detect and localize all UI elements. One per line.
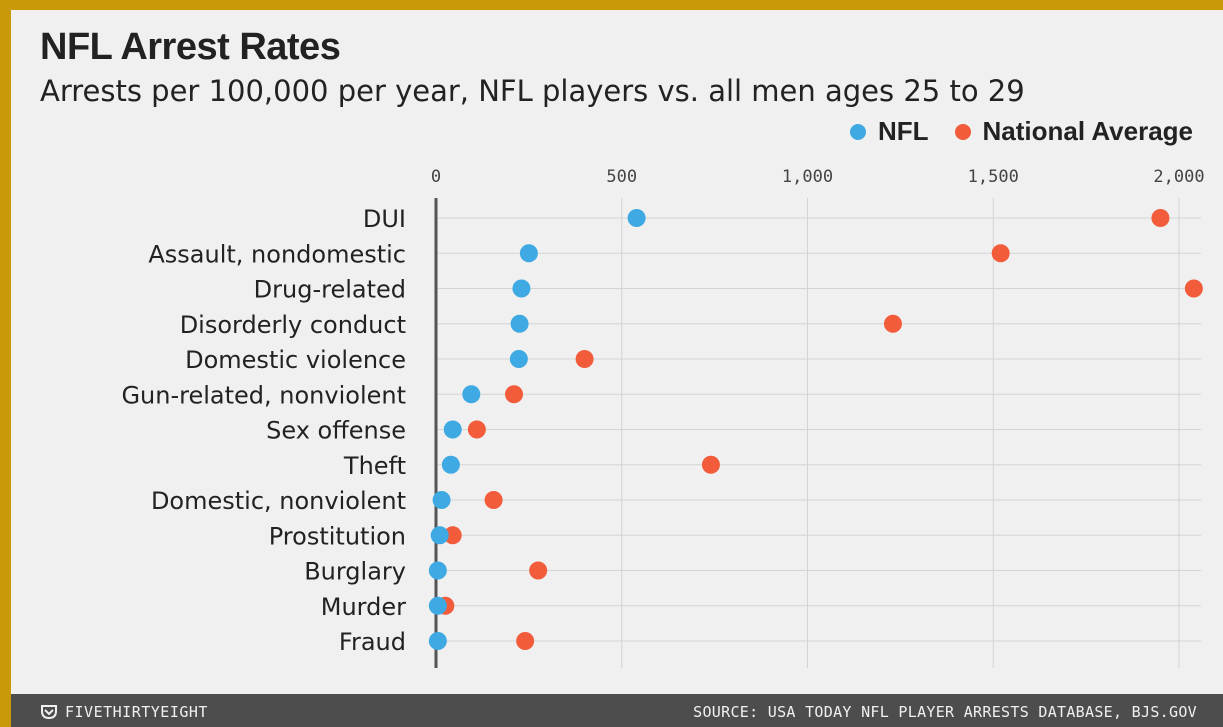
category-label-domestic-violence: Domestic violence xyxy=(185,346,406,374)
category-label-dui: DUI xyxy=(363,205,406,233)
category-label-murder: Murder xyxy=(321,593,406,621)
dot-plot: 0 500 1,000 1,500 2,000 DUI Assault, nondomest… xyxy=(121,167,1205,668)
fivethirtyeight-logo-icon xyxy=(41,705,57,719)
x-tick-label: 1,500 xyxy=(968,167,1019,187)
category-label-gun-related-nonviolent: Gun-related, nonviolent xyxy=(121,381,406,409)
x-tick-label: 0 xyxy=(431,167,441,187)
brand-label: FIVETHIRTYEIGHT xyxy=(65,703,208,721)
legend-swatch-nfl xyxy=(849,123,866,140)
dot-nfl-domestic-nonviolent xyxy=(432,491,451,509)
dot-national-average-drug-related xyxy=(1184,279,1203,298)
chart-title: NFL Arrest Rates xyxy=(40,26,341,68)
brand: FIVETHIRTYEIGHT xyxy=(41,703,208,721)
legend-label-nfl: NFL xyxy=(877,116,929,146)
legend: NFL National Average xyxy=(849,116,1193,147)
dot-nfl-drug-related xyxy=(512,279,531,298)
category-label-fraud: Fraud xyxy=(339,628,406,656)
dot-nfl-dui xyxy=(627,209,646,227)
dot-national-average-domestic-nonviolent xyxy=(484,491,503,509)
legend-label-national-average: National Average xyxy=(982,116,1193,146)
dot-nfl-burglary xyxy=(428,561,447,580)
dot-nfl-theft xyxy=(441,455,460,474)
source-note: SOURCE: USA TODAY NFL PLAYER ARRESTS DAT… xyxy=(693,703,1197,721)
x-tick-label: 1,000 xyxy=(782,167,833,187)
category-label-prostitution: Prostitution xyxy=(269,522,406,550)
chart-card: NFL Arrest Rates Arrests per 100,000 per… xyxy=(11,10,1223,727)
legend-item-nfl: NFL xyxy=(849,116,929,147)
legend-item-national-average: National Average xyxy=(954,116,1193,147)
dot-national-average-gun-related-nonviolent xyxy=(505,385,524,404)
dot-national-average-sex-offense xyxy=(467,420,486,439)
legend-swatch-national-average xyxy=(954,123,971,140)
category-label-domestic-nonviolent: Domestic, nonviolent xyxy=(151,487,406,515)
dot-nfl-fraud xyxy=(428,632,447,650)
x-tick-label: 500 xyxy=(606,167,637,187)
dot-nfl-prostitution xyxy=(430,526,449,545)
footer-bar: FIVETHIRTYEIGHT SOURCE: USA TODAY NFL PL… xyxy=(11,694,1223,727)
dot-nfl-disorderly-conduct xyxy=(510,314,529,333)
dot-national-average-prostitution xyxy=(443,526,462,545)
dot-nfl-assault-nondomestic xyxy=(519,244,538,263)
dot-national-average-theft xyxy=(701,455,720,474)
category-label-assault-nondomestic: Assault, nondomestic xyxy=(148,240,406,268)
category-label-drug-related: Drug-related xyxy=(254,276,406,304)
dot-national-average-fraud xyxy=(516,632,535,650)
dot-nfl-sex-offense xyxy=(443,420,462,439)
chart-subtitle: Arrests per 100,000 per year, NFL player… xyxy=(40,74,1025,108)
dot-national-average-domestic-violence xyxy=(575,350,594,368)
category-label-sex-offense: Sex offense xyxy=(266,417,406,445)
category-label-disorderly-conduct: Disorderly conduct xyxy=(180,311,406,339)
dot-nfl-domestic-violence xyxy=(509,350,528,368)
dot-national-average-disorderly-conduct xyxy=(883,314,902,333)
x-tick-label: 2,000 xyxy=(1153,167,1204,187)
dot-nfl-murder xyxy=(428,596,447,615)
category-label-theft: Theft xyxy=(343,452,406,480)
category-label-burglary: Burglary xyxy=(304,558,406,586)
dot-nfl-gun-related-nonviolent xyxy=(462,385,481,404)
dot-national-average-dui xyxy=(1151,209,1170,227)
dot-national-average-assault-nondomestic xyxy=(991,244,1010,263)
dot-national-average-burglary xyxy=(529,561,548,580)
